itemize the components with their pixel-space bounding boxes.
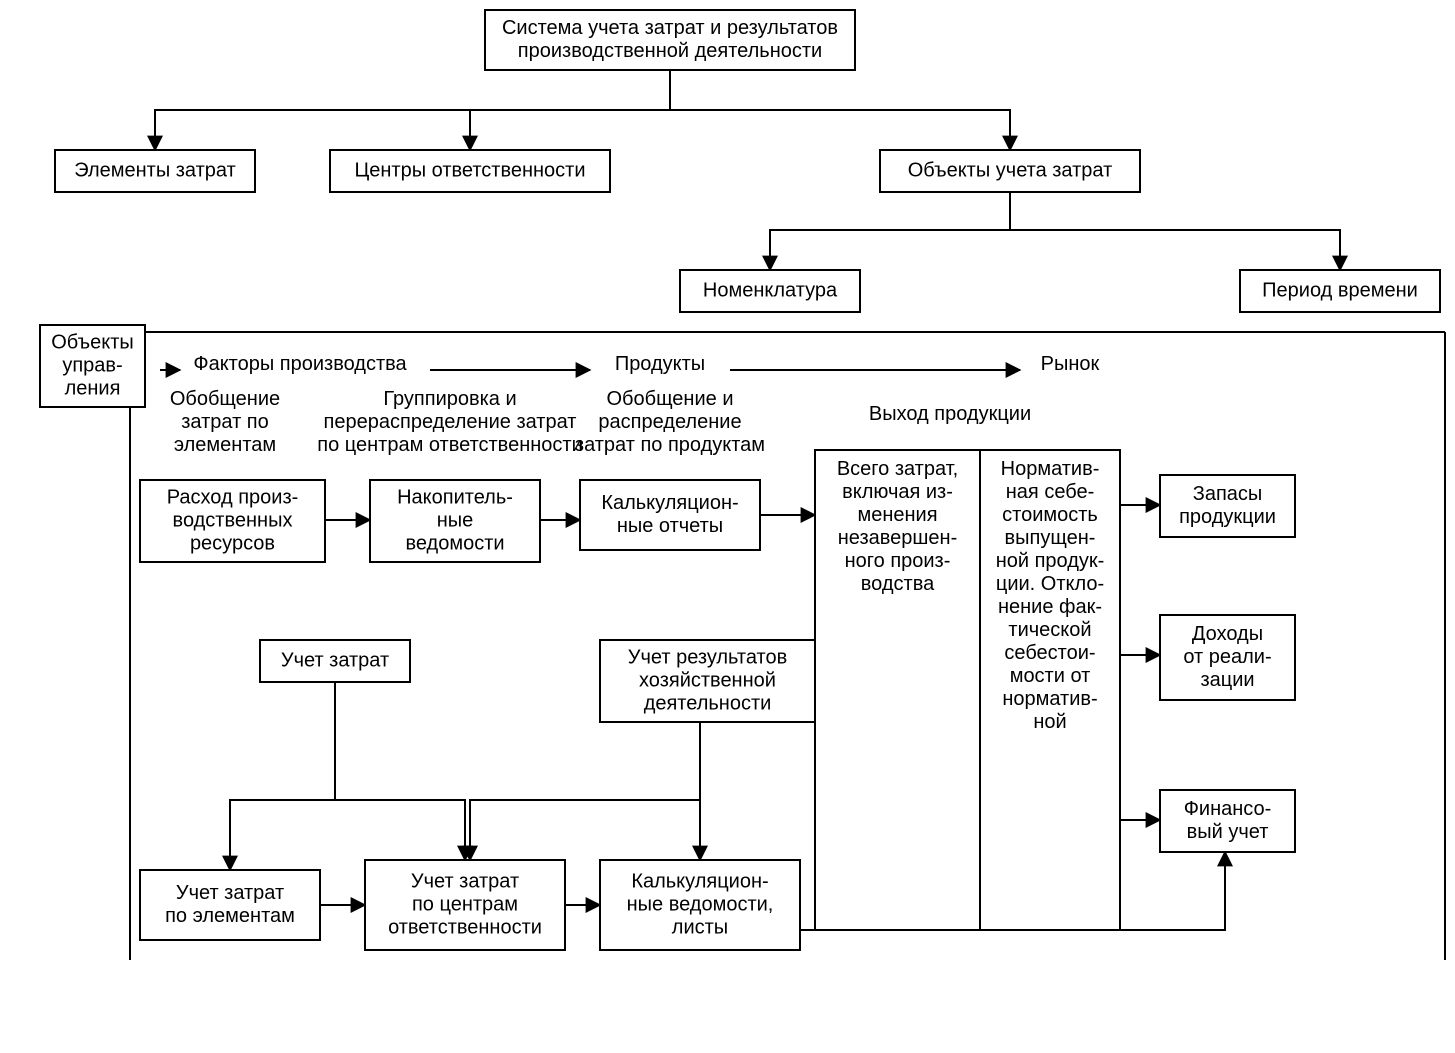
node-root-text: Система учета затрат и результатовпроизв…: [502, 17, 838, 62]
node-ures: Учет результатовхозяйственнойдеятельност…: [600, 640, 815, 722]
node-resrc: Расход произ-водственныхресурсов: [140, 480, 325, 562]
label-h3: Обобщение ираспределениезатрат по продук…: [575, 388, 765, 456]
node-total: Всего затрат,включая из-менениянезаверше…: [815, 450, 980, 930]
edge-ucost-to-ucostC: [335, 682, 465, 860]
edge-objcost-to-nomen: [770, 192, 1010, 270]
label-h1: Обобщениезатрат поэлементам: [170, 388, 280, 456]
node-root: Система учета затрат и результатовпроизв…: [485, 10, 855, 70]
node-kalkved: Калькуляцион-ные ведомости,листы: [600, 860, 800, 950]
node-nomen: Номенклатура: [680, 270, 860, 312]
label-l_factors: Факторы производства: [193, 353, 407, 375]
node-centers-text: Центры ответственности: [354, 160, 585, 182]
node-ucostE-text: Учет затратпо элементам: [165, 882, 295, 927]
node-norm-text: Норматив-ная себе-стоимостьвыпущен-ной п…: [996, 458, 1105, 733]
node-ucost-text: Учет затрат: [281, 650, 389, 672]
node-stock: Запасыпродукции: [1160, 475, 1295, 537]
node-elem: Элементы затрат: [55, 150, 255, 192]
edge-ures-to-ucostC2: [470, 722, 700, 860]
node-nomen-text: Номенклатура: [703, 280, 838, 302]
node-objcost: Объекты учета затрат: [880, 150, 1140, 192]
diagram-canvas: Система учета затрат и результатовпроизв…: [0, 0, 1455, 1053]
node-ucostC: Учет затратпо центрамответственности: [365, 860, 565, 950]
node-stock-text: Запасыпродукции: [1179, 483, 1276, 528]
node-nakop: Накопитель-ныеведомости: [370, 480, 540, 562]
node-elem-text: Элементы затрат: [74, 160, 236, 182]
node-ures-text: Учет результатовхозяйственнойдеятельност…: [628, 647, 787, 715]
node-period: Период времени: [1240, 270, 1440, 312]
node-objmgmt: Объектыуправ-ления: [40, 325, 145, 407]
node-ucost: Учет затрат: [260, 640, 410, 682]
edge-objcost-to-period: [1010, 192, 1340, 270]
edge-ucost-to-ucostE: [230, 682, 335, 870]
node-period-text: Период времени: [1262, 280, 1418, 302]
label-l_market: Рынок: [1041, 353, 1100, 375]
label-h2: Группировка иперераспределение затратпо …: [317, 388, 583, 456]
node-objcost-text: Объекты учета затрат: [908, 160, 1113, 182]
node-fin: Финансо-вый учет: [1160, 790, 1295, 852]
node-kalkrep: Калькуляцион-ные отчеты: [580, 480, 760, 550]
node-ucostE: Учет затратпо элементам: [140, 870, 320, 940]
edge-root-to-objcost: [670, 70, 1010, 150]
node-income: Доходыот реали-зации: [1160, 615, 1295, 700]
label-l_out: Выход продукции: [869, 403, 1031, 425]
node-centers: Центры ответственности: [330, 150, 610, 192]
edge-root-to-centers: [470, 70, 670, 150]
label-l_products: Продукты: [615, 353, 705, 375]
node-fin-text: Финансо-вый учет: [1184, 798, 1272, 843]
node-kalkrep-text: Калькуляцион-ные отчеты: [601, 492, 738, 537]
node-norm: Норматив-ная себе-стоимостьвыпущен-ной п…: [980, 450, 1120, 930]
